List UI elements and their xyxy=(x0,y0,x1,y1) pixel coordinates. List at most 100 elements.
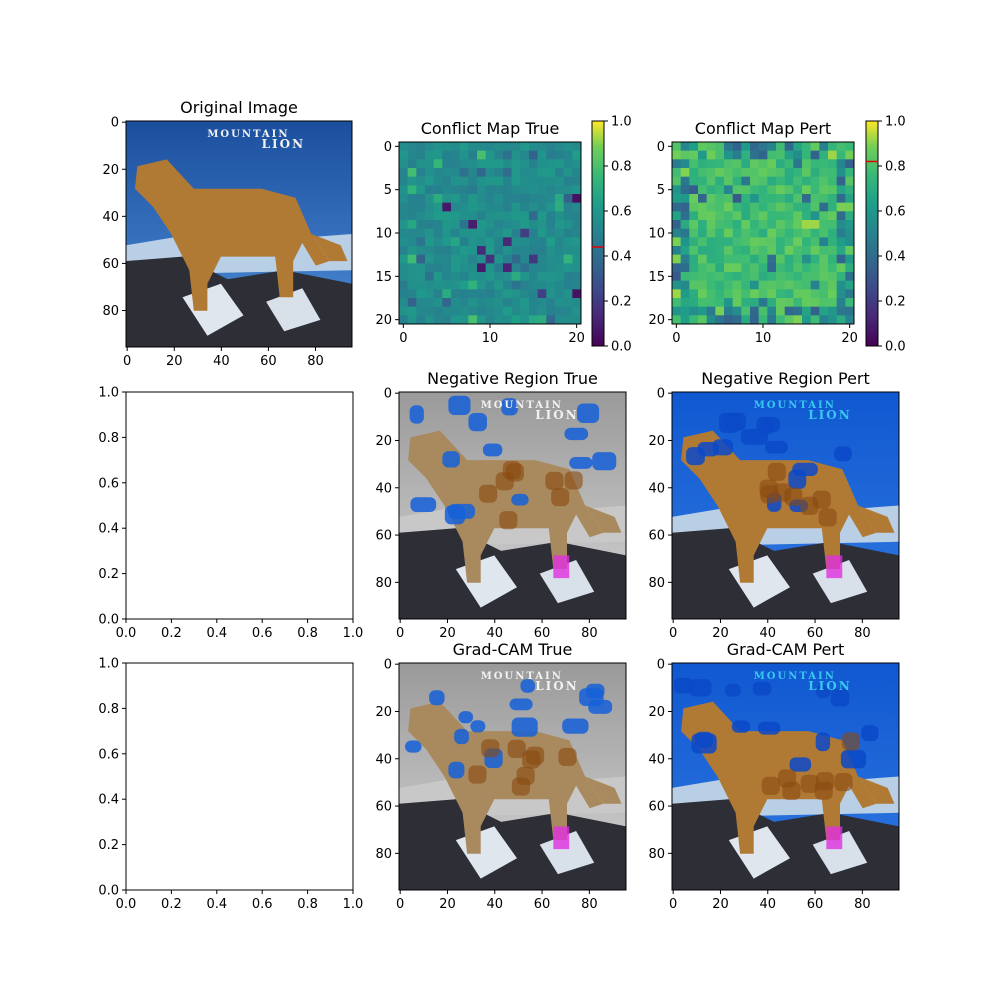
heatmap-cell xyxy=(416,306,426,316)
heatmap-cell xyxy=(555,185,564,195)
heatmap-cell xyxy=(706,263,716,273)
heatmap-cell xyxy=(451,272,460,281)
heatmap-cell xyxy=(828,220,837,229)
heatmap-cell xyxy=(732,202,742,212)
heatmap-cell xyxy=(511,211,521,221)
heatmap-cell xyxy=(836,289,846,299)
heatmap-cell xyxy=(810,246,820,255)
heatmap-cell xyxy=(784,263,794,273)
heatmap-cell xyxy=(715,289,725,299)
heatmap-cell xyxy=(477,168,486,177)
heatmap-cell xyxy=(732,280,742,290)
heatmap-cell xyxy=(529,211,538,221)
heatmap-cell xyxy=(572,220,582,229)
heatmap-cell xyxy=(572,168,582,177)
heatmap-cell xyxy=(572,246,582,255)
heatmap-cell xyxy=(511,306,521,316)
heatmap-cell xyxy=(698,159,707,169)
y-tick-label: 80 xyxy=(375,576,392,591)
overlay-blob xyxy=(741,428,768,445)
heatmap-cell xyxy=(529,298,538,307)
heatmap-cell xyxy=(836,176,846,186)
heatmap-cell xyxy=(810,289,820,299)
heatmap-cell xyxy=(741,168,751,177)
heatmap-cell xyxy=(758,298,768,307)
heatmap-cell xyxy=(767,298,777,307)
heatmap-cell xyxy=(399,263,408,273)
heatmap-cell xyxy=(529,237,538,247)
overlay-heat xyxy=(767,462,786,481)
heatmap-cell xyxy=(546,280,556,290)
overlay-heat xyxy=(502,461,521,480)
x-tick-label: 80 xyxy=(581,626,598,641)
heatmap-cell xyxy=(845,202,855,212)
heatmap-cell xyxy=(776,298,785,307)
heatmap-cell xyxy=(416,246,426,255)
heatmap-cell xyxy=(802,194,811,203)
colorbar-tick-label: 1.0 xyxy=(885,115,906,130)
heatmap-cell xyxy=(477,237,486,247)
heatmap-cell xyxy=(425,202,434,212)
heatmap-cell xyxy=(819,142,829,151)
heatmap-cell xyxy=(758,159,768,169)
heatmap-cell xyxy=(689,150,699,160)
heatmap-cell xyxy=(477,246,486,255)
y-tick-label: 20 xyxy=(375,705,392,720)
heatmap-cell xyxy=(537,272,547,281)
heatmap-cell xyxy=(706,176,716,186)
heatmap-cell xyxy=(715,280,725,290)
heatmap-cell xyxy=(459,211,469,221)
heatmap-cell xyxy=(836,315,846,325)
heatmap-cell xyxy=(425,254,434,264)
heatmap-cell xyxy=(802,254,811,264)
heatmap-cell xyxy=(810,185,820,195)
heatmap-cell xyxy=(511,150,521,160)
heatmap-cell xyxy=(433,185,443,195)
heatmap-cell xyxy=(537,306,547,316)
heatmap-cell xyxy=(442,298,452,307)
heatmap-cell xyxy=(537,142,547,151)
heatmap-cell xyxy=(529,254,538,264)
heatmap-cell xyxy=(407,263,417,273)
heatmap-cell xyxy=(724,185,733,195)
heatmap-cell xyxy=(494,306,504,316)
heatmap-cell xyxy=(407,237,417,247)
heatmap-cell xyxy=(793,142,803,151)
heatmap-cell xyxy=(459,246,469,255)
y-tick-label: 0.0 xyxy=(98,613,119,628)
heatmap-cell xyxy=(698,150,707,160)
heatmap-cell xyxy=(724,211,733,221)
heatmap-cell xyxy=(485,246,495,255)
heatmap-cell xyxy=(442,237,452,247)
heatmap-cell xyxy=(776,176,785,186)
heatmap-cell xyxy=(784,306,794,316)
heatmap-cell xyxy=(407,202,417,212)
heatmap-cell xyxy=(529,168,538,177)
heatmap-cell xyxy=(555,254,564,264)
overlay-heat xyxy=(551,487,570,507)
heatmap-cell xyxy=(503,289,512,299)
heatmap-cell xyxy=(407,272,417,281)
heatmap-cell xyxy=(836,263,846,273)
heatmap-cell xyxy=(845,220,855,229)
heatmap-cell xyxy=(572,254,582,264)
heatmap-cell xyxy=(520,272,530,281)
heatmap-cell xyxy=(503,315,512,325)
heatmap-cell xyxy=(767,237,777,247)
heatmap-cell xyxy=(689,254,699,264)
heatmap-cell xyxy=(680,280,690,290)
heatmap-cell xyxy=(442,176,452,186)
photo-lion xyxy=(408,430,604,583)
heatmap-cell xyxy=(459,306,469,316)
heatmap-cell xyxy=(776,289,785,299)
overlay-blob xyxy=(468,412,487,432)
heatmap-cell xyxy=(776,272,785,281)
heatmap-cell xyxy=(546,298,556,307)
heatmap-cell xyxy=(477,306,486,316)
heatmap-cell xyxy=(433,142,443,151)
heatmap-cell xyxy=(546,194,556,203)
heatmap-cell xyxy=(802,263,811,273)
heatmap-cell xyxy=(767,159,777,169)
heatmap-cell xyxy=(741,280,751,290)
heatmap-cell xyxy=(672,142,681,151)
